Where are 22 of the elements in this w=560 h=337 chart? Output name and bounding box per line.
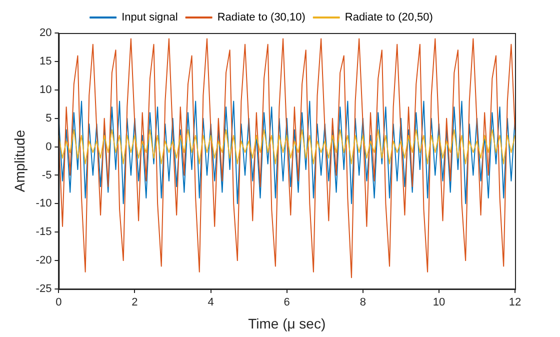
- x-tick-label: 12: [508, 296, 522, 309]
- y-tick-label: 15: [39, 55, 52, 68]
- legend-label: Input signal: [122, 12, 178, 24]
- x-axis-title: Time (μ sec): [248, 315, 326, 332]
- y-tick-label: -20: [36, 254, 52, 267]
- y-tick-label: 20: [39, 27, 52, 40]
- y-tick-label: 5: [46, 112, 52, 124]
- x-tick-label: 2: [132, 296, 138, 309]
- x-tick-label: 4: [208, 296, 214, 309]
- x-tick-label: 10: [432, 296, 446, 309]
- legend-label: Radiate to (30,10): [217, 12, 306, 24]
- y-tick-label: -5: [42, 169, 52, 182]
- y-tick-label: -15: [36, 226, 52, 238]
- y-tick-label: -10: [36, 198, 52, 210]
- x-tick-label: 8: [360, 296, 366, 309]
- x-tick-label: 0: [56, 296, 62, 309]
- y-tick-label: 10: [39, 84, 52, 96]
- y-tick-label: 0: [46, 140, 52, 153]
- y-tick-label: -25: [36, 283, 52, 296]
- y-axis-title: Amplitude: [11, 130, 28, 192]
- legend-label: Radiate to (20,50): [344, 12, 433, 24]
- x-tick-label: 6: [284, 296, 290, 309]
